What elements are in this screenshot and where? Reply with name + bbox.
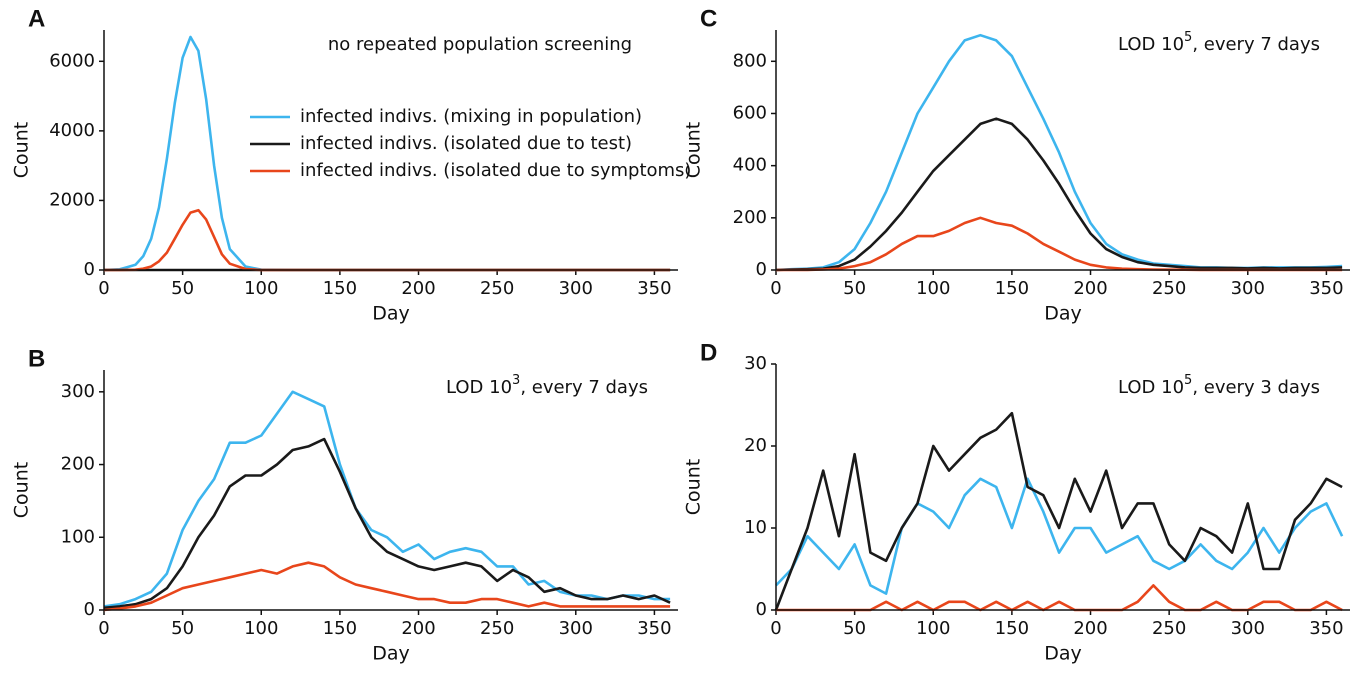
x-tick-label: 100 <box>244 618 278 639</box>
series-line <box>776 584 1343 612</box>
y-tick-label: 0 <box>756 259 767 280</box>
x-tick-label: 0 <box>98 278 109 299</box>
annotation-superscript: 5 <box>1184 373 1192 388</box>
x-tick-label: 250 <box>480 278 514 299</box>
annotation: LOD 103, every 7 days <box>446 373 648 399</box>
x-tick-label: 200 <box>401 278 435 299</box>
x-tick-label: 300 <box>1231 278 1265 299</box>
x-tick-label: 0 <box>770 278 781 299</box>
x-tick-label: 150 <box>995 618 1029 639</box>
x-tick-label: 350 <box>637 278 671 299</box>
legend-label: infected indivs. (isolated due to sympto… <box>300 160 691 181</box>
x-tick-label: 150 <box>995 278 1029 299</box>
annotation: no repeated population screening <box>328 34 632 55</box>
series-line <box>103 390 671 608</box>
x-tick-label: 350 <box>1309 278 1343 299</box>
x-tick-label: 50 <box>171 618 194 639</box>
y-tick-label: 600 <box>733 102 767 123</box>
annotation: LOD 105, every 7 days <box>1118 30 1320 56</box>
y-tick-label: 400 <box>733 155 767 176</box>
annotation-text: LOD 10 <box>1118 34 1184 55</box>
x-tick-label: 100 <box>916 278 950 299</box>
x-axis-label: Day <box>1044 303 1082 325</box>
y-axis-label: Count <box>683 122 705 178</box>
x-tick-label: 350 <box>637 618 671 639</box>
series-line <box>774 411 1343 611</box>
x-tick-label: 0 <box>98 618 109 639</box>
annotation-text: , every 7 days <box>520 377 648 398</box>
y-tick-label: 2000 <box>49 189 95 210</box>
annotation-text: , every 7 days <box>1192 34 1320 55</box>
y-tick-label: 200 <box>61 454 95 475</box>
annotation-superscript: 3 <box>512 373 520 388</box>
series-line <box>775 117 1343 272</box>
panel-label: A <box>28 5 45 32</box>
y-tick-label: 0 <box>84 599 95 620</box>
y-axis-label: Count <box>11 122 33 178</box>
annotation-text: LOD 10 <box>446 377 512 398</box>
panel-label: D <box>700 339 717 366</box>
x-tick-label: 50 <box>843 618 866 639</box>
y-tick-label: 300 <box>61 381 95 402</box>
x-tick-label: 150 <box>323 618 357 639</box>
x-tick-label: 50 <box>843 278 866 299</box>
series-line <box>775 477 1344 595</box>
panel-label: B <box>28 345 45 372</box>
annotation-text: LOD 10 <box>1118 377 1184 398</box>
annotation-text: no repeated population screening <box>328 34 632 55</box>
x-tick-label: 350 <box>1309 618 1343 639</box>
x-tick-label: 200 <box>1073 278 1107 299</box>
y-tick-label: 800 <box>733 50 767 71</box>
series-line <box>103 561 671 612</box>
panel-label: C <box>700 5 717 32</box>
y-tick-label: 100 <box>61 526 95 547</box>
legend-label: infected indivs. (mixing in population) <box>300 106 642 127</box>
series-line <box>104 208 671 272</box>
x-tick-label: 300 <box>559 618 593 639</box>
x-tick-label: 300 <box>1231 618 1265 639</box>
legend-label: infected indivs. (isolated due to test) <box>300 133 632 154</box>
x-tick-label: 250 <box>480 618 514 639</box>
y-axis-label: Count <box>683 459 705 515</box>
x-tick-label: 100 <box>244 278 278 299</box>
series-line <box>103 437 671 610</box>
x-tick-label: 200 <box>1073 618 1107 639</box>
x-tick-label: 150 <box>323 278 357 299</box>
x-tick-label: 250 <box>1152 278 1186 299</box>
annotation: LOD 105, every 3 days <box>1118 373 1320 399</box>
series-line <box>775 33 1343 272</box>
x-axis-label: Day <box>1044 643 1082 665</box>
y-tick-label: 20 <box>744 435 767 456</box>
y-tick-label: 0 <box>84 259 95 280</box>
y-tick-label: 30 <box>744 353 767 374</box>
x-tick-label: 250 <box>1152 618 1186 639</box>
x-tick-label: 50 <box>171 278 194 299</box>
x-axis-label: Day <box>372 303 410 325</box>
x-tick-label: 0 <box>770 618 781 639</box>
y-tick-label: 6000 <box>49 50 95 71</box>
y-tick-label: 10 <box>744 517 767 538</box>
x-axis-label: Day <box>372 643 410 665</box>
series-line <box>776 216 1343 272</box>
x-tick-label: 300 <box>559 278 593 299</box>
y-tick-label: 0 <box>756 599 767 620</box>
x-tick-label: 200 <box>401 618 435 639</box>
y-tick-label: 200 <box>733 207 767 228</box>
annotation-text: , every 3 days <box>1192 377 1320 398</box>
y-axis-label: Count <box>11 462 33 518</box>
x-tick-label: 100 <box>916 618 950 639</box>
y-tick-label: 4000 <box>49 120 95 141</box>
annotation-superscript: 5 <box>1184 30 1192 45</box>
